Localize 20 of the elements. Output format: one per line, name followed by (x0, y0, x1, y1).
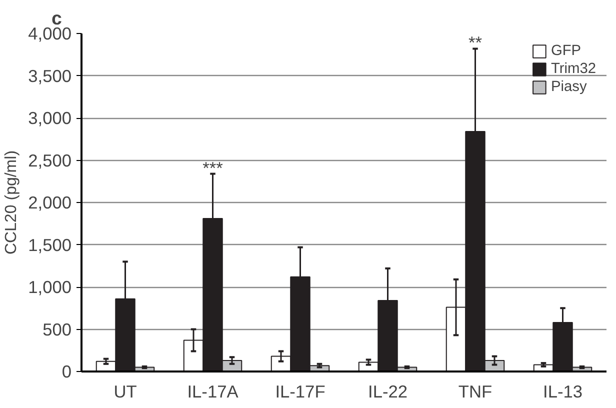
y-tick-label: 3,500 (28, 66, 72, 86)
annotation: *** (202, 158, 224, 178)
x-tick-label: IL-13 (543, 382, 582, 402)
x-tick-label: IL-17A (187, 382, 239, 402)
y-tick-label: 2,000 (28, 192, 72, 212)
y-tick-label: 1,500 (28, 234, 72, 255)
y-tick-label: 0 (62, 362, 72, 382)
x-tick-label: IL-17F (275, 382, 326, 402)
legend-label: GFP (550, 43, 582, 59)
x-tick-label: UT (114, 382, 138, 402)
y-tick-label: 500 (42, 319, 72, 340)
x-tick-label: IL-22 (368, 382, 408, 402)
x-tick-label: TNF (458, 382, 492, 402)
annotation: ** (468, 32, 482, 53)
legend-label: Trim32 (550, 61, 596, 77)
y-tick-label: 2,500 (28, 150, 72, 170)
legend-label: Piasy (550, 79, 587, 95)
y-tick-label: 3,000 (28, 108, 72, 128)
y-axis-title: CCL20 (pg/ml) (3, 150, 20, 255)
y-tick-label: 1,000 (28, 277, 72, 297)
